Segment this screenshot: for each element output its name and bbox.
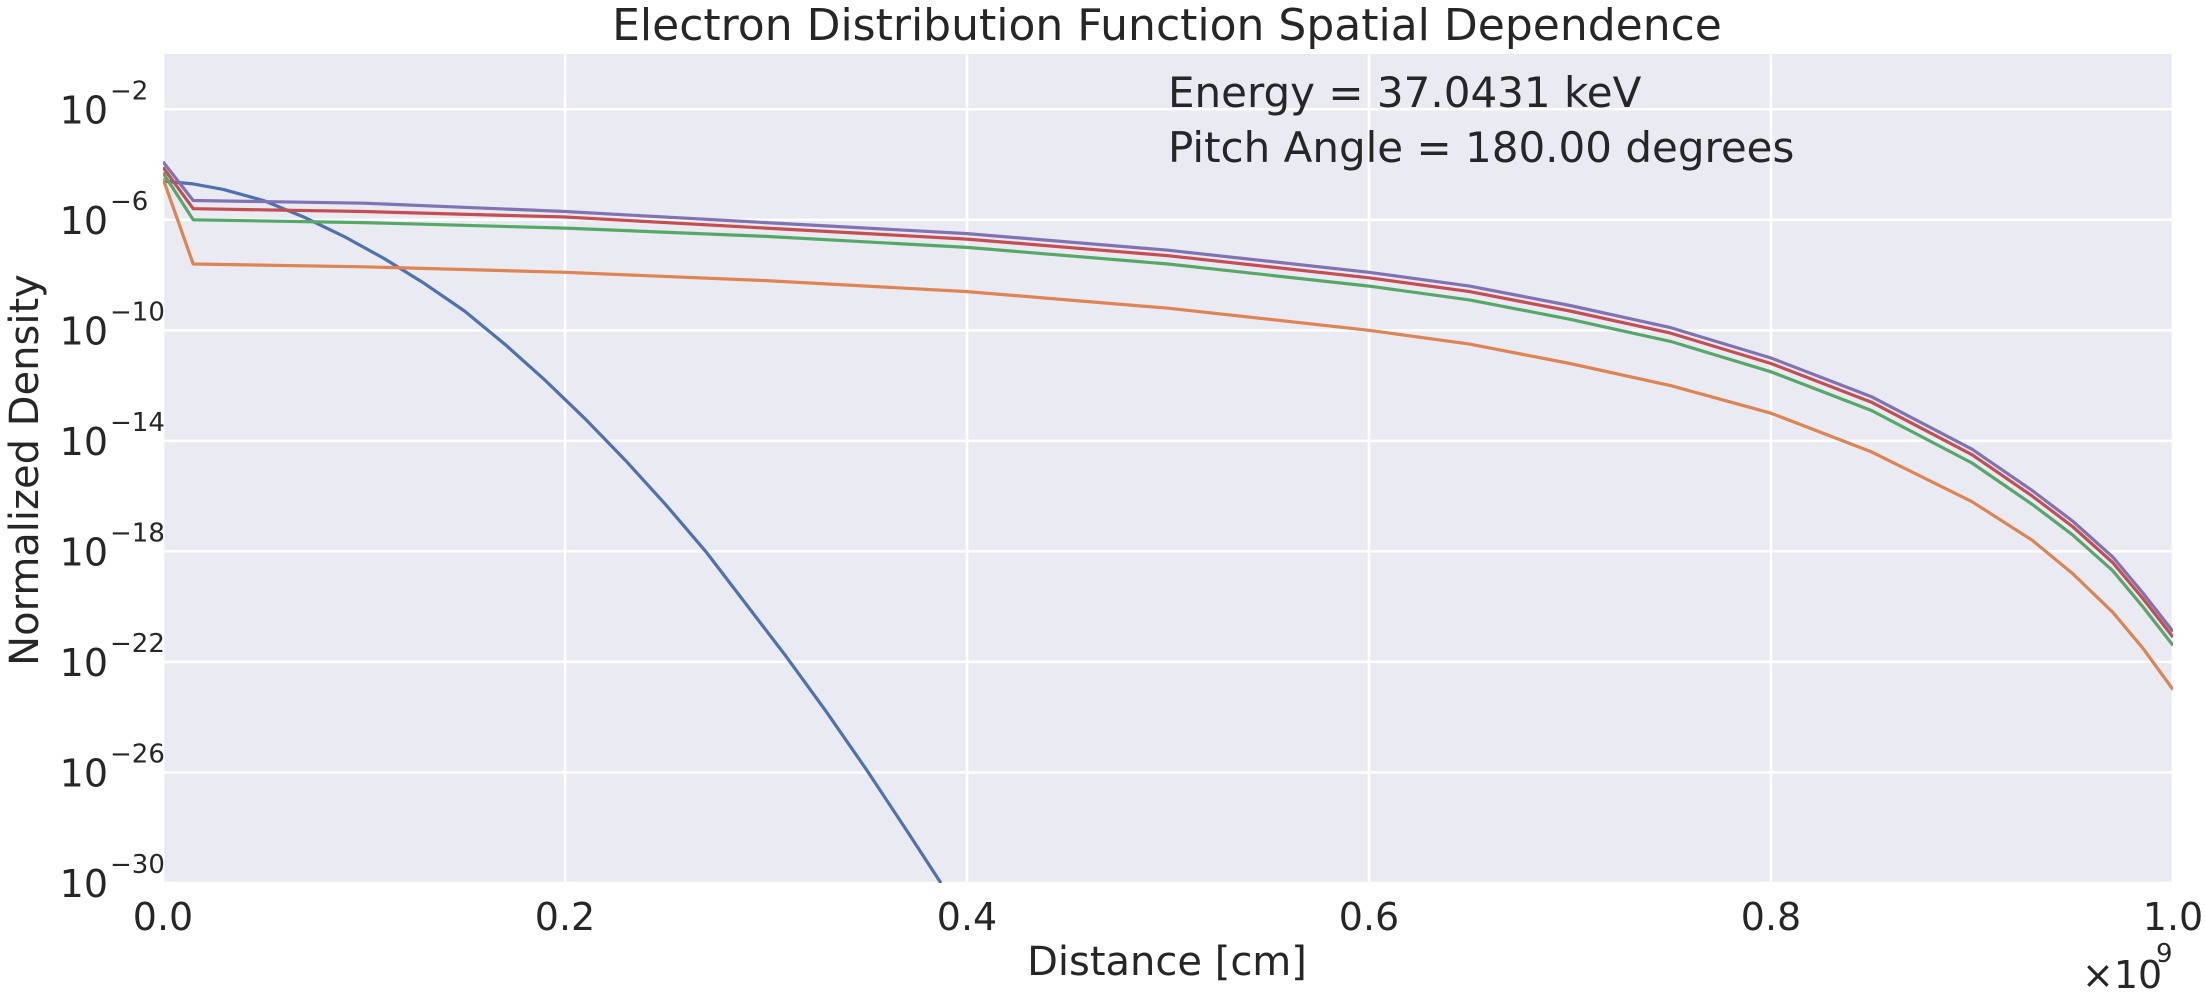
- series-line-3: [163, 171, 2173, 647]
- series-line-2: [163, 177, 2173, 691]
- y-tick-exponent: −18: [110, 518, 165, 548]
- plot-area: [163, 54, 2173, 883]
- series-layer: [163, 160, 2173, 883]
- y-tick-base: 10: [60, 641, 108, 685]
- x-tick-label: 0.4: [937, 895, 997, 939]
- x-axis-label: Distance [cm]: [1027, 939, 1307, 985]
- y-tick-label: 10 −2: [60, 76, 149, 132]
- y-tick-base: 10: [60, 751, 108, 795]
- y-tick-label: 10 −30: [60, 850, 165, 906]
- y-tick-label: 10 −10: [60, 297, 165, 353]
- y-tick-exponent: −22: [110, 629, 165, 659]
- y-tick-label: 10 −6: [60, 187, 149, 243]
- series-line-4: [163, 166, 2173, 639]
- y-tick-base: 10: [60, 309, 108, 353]
- x-tick-label: 0.0: [133, 895, 193, 939]
- x-offset-exponent: 9: [2156, 939, 2173, 969]
- y-tick-label: 10 −14: [60, 408, 165, 464]
- y-tick-exponent: −2: [110, 76, 148, 106]
- chart-title: Electron Distribution Function Spatial D…: [612, 0, 1722, 51]
- y-tick-base: 10: [60, 88, 108, 132]
- y-tick-base: 10: [60, 862, 108, 906]
- x-offset-base: ×10: [2082, 953, 2162, 997]
- y-tick-exponent: −6: [110, 187, 148, 217]
- y-tick-exponent: −10: [110, 297, 165, 327]
- x-tick-label: 1.0: [2143, 895, 2203, 939]
- annotation-pitch-angle: Pitch Angle = 180.00 degrees: [1168, 123, 1794, 172]
- y-tick-base: 10: [60, 199, 108, 243]
- y-tick-label: 10 −26: [60, 739, 165, 795]
- y-axis-label: Normalized Density: [2, 274, 48, 666]
- x-axis-offset-label: ×10 9: [2082, 939, 2173, 997]
- y-tick-label: 10 −22: [60, 629, 165, 685]
- x-tick-labels: 0.0 0.2 0.4 0.6 0.8 1.0: [133, 895, 2203, 939]
- y-tick-label: 10 −18: [60, 518, 165, 574]
- series-line-5: [163, 160, 2173, 633]
- x-tick-label: 0.6: [1339, 895, 1399, 939]
- x-tick-label: 0.2: [535, 895, 595, 939]
- y-tick-base: 10: [60, 530, 108, 574]
- x-tick-label: 0.8: [1741, 895, 1801, 939]
- y-tick-exponent: −14: [110, 408, 165, 438]
- annotation-energy: Energy = 37.0431 keV: [1168, 68, 1642, 117]
- y-tick-exponent: −26: [110, 739, 165, 769]
- y-tick-exponent: −30: [110, 850, 165, 880]
- series-line-1: [163, 179, 943, 883]
- grid-lines: [161, 54, 2175, 885]
- y-tick-base: 10: [60, 420, 108, 464]
